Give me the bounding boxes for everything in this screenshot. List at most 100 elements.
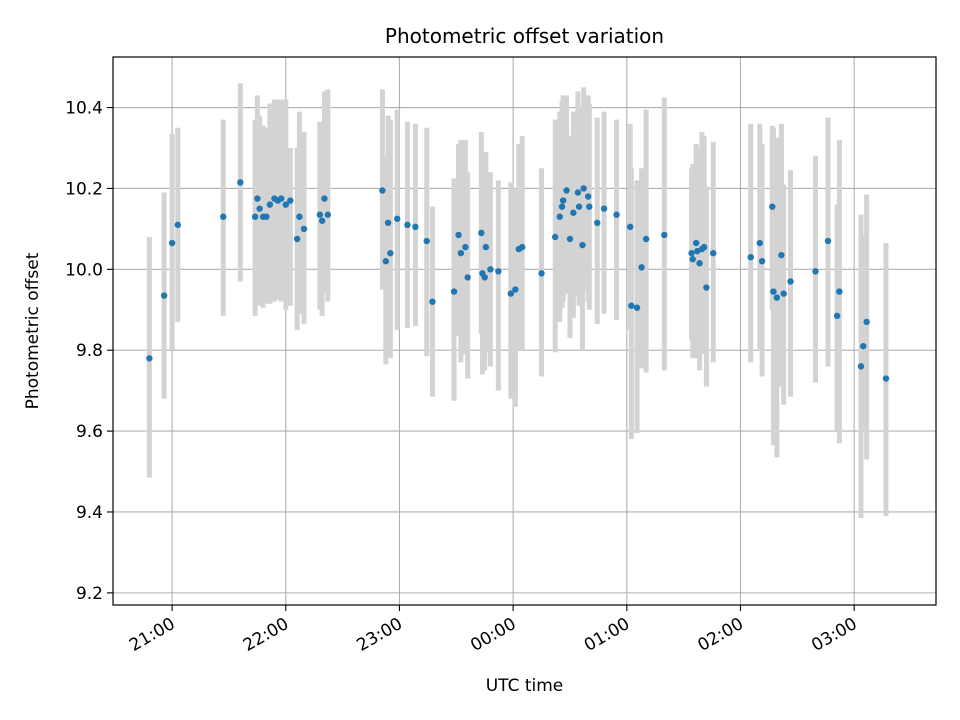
data-point (293, 235, 301, 243)
data-point (481, 274, 488, 281)
data-point (613, 211, 620, 218)
y-tick-label: 9.2 (76, 584, 103, 604)
data-point (860, 342, 867, 350)
data-point (379, 187, 386, 194)
y-tick-label: 9.8 (76, 341, 103, 361)
data-point (773, 294, 781, 301)
data-point (254, 195, 261, 202)
data-point (824, 237, 832, 245)
data-point (638, 264, 645, 271)
data-point (778, 251, 785, 259)
data-point (450, 288, 458, 295)
data-point (579, 241, 586, 249)
y-tick-label: 9.6 (76, 422, 103, 442)
data-point (570, 209, 577, 216)
data-point (512, 286, 519, 293)
data-point (758, 258, 766, 265)
data-point (551, 233, 559, 241)
data-point (747, 253, 754, 261)
chart-title: Photometric offset variation (385, 24, 664, 48)
data-point (703, 284, 710, 291)
data-point (566, 235, 574, 243)
data-point (769, 203, 776, 210)
data-point (563, 187, 570, 194)
data-point (296, 213, 303, 220)
data-point (478, 229, 485, 237)
data-point (487, 266, 494, 273)
data-point (266, 201, 274, 208)
data-point (833, 312, 841, 320)
data-point (387, 249, 394, 257)
data-point (278, 195, 285, 202)
data-point (324, 211, 332, 218)
data-point (282, 201, 289, 208)
data-point (263, 213, 270, 220)
data-point (168, 239, 176, 247)
data-point (382, 258, 390, 265)
data-point (251, 213, 259, 220)
data-point (556, 213, 563, 220)
data-point (538, 270, 545, 277)
data-point (600, 205, 608, 212)
data-point (318, 217, 326, 224)
data-point (700, 243, 708, 251)
y-tick-label: 9.4 (76, 503, 103, 523)
data-point (316, 211, 324, 218)
data-point (633, 304, 641, 311)
data-point (594, 219, 601, 227)
data-point (696, 260, 703, 267)
data-point (457, 249, 465, 257)
data-point (709, 249, 717, 257)
data-point (174, 221, 181, 229)
data-point (780, 290, 787, 297)
data-point (519, 243, 526, 251)
data-point (558, 203, 566, 210)
data-point (756, 239, 764, 247)
data-point (574, 189, 582, 196)
data-point (300, 225, 308, 233)
data-point (575, 203, 583, 210)
data-point (661, 231, 668, 239)
data-point (882, 375, 890, 382)
data-point (160, 292, 168, 299)
data-point (836, 288, 843, 295)
data-point (507, 290, 515, 297)
data-point (146, 355, 153, 362)
data-point (423, 237, 430, 245)
data-point (321, 195, 328, 202)
data-point (462, 243, 469, 251)
x-axis-label: UTC time (486, 676, 564, 696)
data-point (455, 231, 462, 239)
y-axis-ticks: 9.2 9.4 9.6 9.8 10.0 10.2 10.4 (65, 99, 113, 604)
data-point (412, 223, 419, 231)
data-point (464, 274, 471, 281)
data-point (256, 205, 263, 212)
data-point (393, 215, 401, 222)
data-point (237, 179, 244, 186)
data-point (495, 268, 502, 275)
data-point (586, 203, 593, 210)
data-point (628, 302, 635, 309)
y-tick-label: 10.4 (65, 99, 103, 119)
data-point (787, 278, 794, 285)
data-point (220, 213, 227, 220)
data-point (627, 223, 634, 231)
data-point (812, 268, 819, 275)
data-point (857, 363, 865, 370)
data-point (584, 193, 592, 200)
data-point (863, 318, 870, 326)
data-point (384, 219, 392, 227)
y-tick-label: 10.2 (65, 179, 103, 199)
y-tick-label: 10.0 (65, 260, 103, 280)
data-point (642, 235, 650, 243)
data-point (580, 185, 587, 192)
data-point (692, 239, 700, 247)
point-layer (146, 179, 890, 382)
data-point (688, 249, 695, 257)
data-point (559, 197, 567, 204)
data-point (482, 243, 490, 251)
data-point (770, 288, 777, 295)
data-point (287, 197, 294, 204)
